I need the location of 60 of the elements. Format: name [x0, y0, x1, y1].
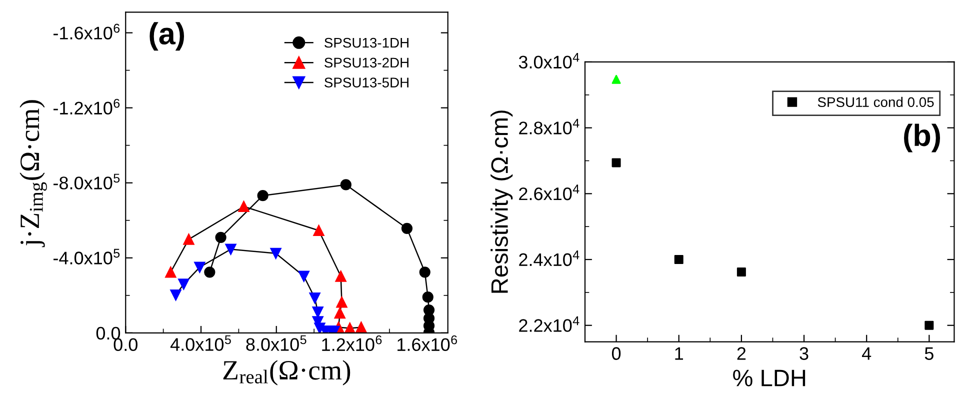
point: [298, 270, 310, 282]
annotation: (b): [904, 124, 940, 152]
x-tick-label: 5: [924, 347, 934, 360]
y-tick-label: -1.6x10$^{6}$: [54, 24, 120, 40]
x-tick-label: 8.0x10$^{5}$: [246, 335, 306, 351]
point: [335, 270, 346, 282]
point: [612, 158, 621, 168]
point: [344, 322, 356, 333]
legend-label: SPSU13-2DH: [324, 58, 408, 68]
point: [178, 278, 190, 290]
point: [165, 266, 176, 278]
point: [419, 266, 430, 278]
y-tick-label: -1.2x10$^{6}$: [54, 98, 120, 115]
point: [612, 74, 621, 84]
y-tick-label: 2.4x10$^{4}$: [519, 250, 580, 266]
y-tick-label: 0.0: [96, 326, 120, 340]
point: [312, 306, 324, 318]
point: [924, 320, 934, 330]
x-axis-title: Z$_{real}$(Ω·cm): [223, 360, 350, 386]
point: [257, 190, 268, 202]
point: [356, 322, 367, 333]
legend-label: SPSU11 cond 0.05: [818, 96, 934, 108]
y-tick-label: 2.8x10$^{4}$: [519, 118, 580, 134]
point: [215, 232, 226, 243]
legend-label: SPSU13-5DH: [324, 78, 408, 88]
legend-label: SPSU13-1DH: [324, 38, 408, 48]
point: [270, 248, 282, 259]
y-tick-label: 2.2x10$^{4}$: [519, 316, 580, 332]
y-tick-label: 2.6x10$^{4}$: [519, 184, 580, 200]
point: [674, 255, 684, 264]
y-tick-label: 3.0x10$^{4}$: [518, 52, 580, 69]
x-tick-label: 2: [737, 347, 746, 360]
point: [334, 307, 346, 319]
x-tick-label: 3: [800, 347, 808, 360]
y-axis-title: j·Z$_{img}$(Ω·cm): [20, 100, 47, 248]
point: [736, 268, 746, 277]
point: [340, 179, 352, 190]
x-tick-label: 0: [612, 347, 621, 360]
annotation: (a): [150, 22, 184, 51]
x-tick-label: 1.2x10$^{6}$: [322, 335, 382, 352]
x-tick-label: 1: [675, 347, 683, 360]
point: [309, 292, 320, 304]
x-tick-label: 4.0x10$^{5}$: [170, 335, 231, 351]
y-axis-title: Resistivity (Ω·cm): [490, 110, 513, 293]
point: [238, 200, 250, 212]
point: [170, 289, 182, 301]
point: [336, 296, 348, 308]
point: [313, 224, 324, 236]
point: [401, 222, 413, 234]
point: [204, 266, 216, 278]
y-tick-label: -8.0x10$^{5}$: [54, 174, 120, 190]
point: [225, 244, 236, 255]
x-tick-label: 4: [862, 347, 872, 360]
point: [194, 262, 206, 273]
point: [422, 292, 434, 303]
x-axis-title: % LDH: [733, 370, 806, 386]
x-tick-label: 1.6x10$^{6}$: [398, 335, 458, 352]
x-tick-label: 0.0: [114, 338, 138, 352]
point: [183, 234, 194, 245]
y-tick-label: -4.0x10$^{5}$: [54, 248, 120, 264]
